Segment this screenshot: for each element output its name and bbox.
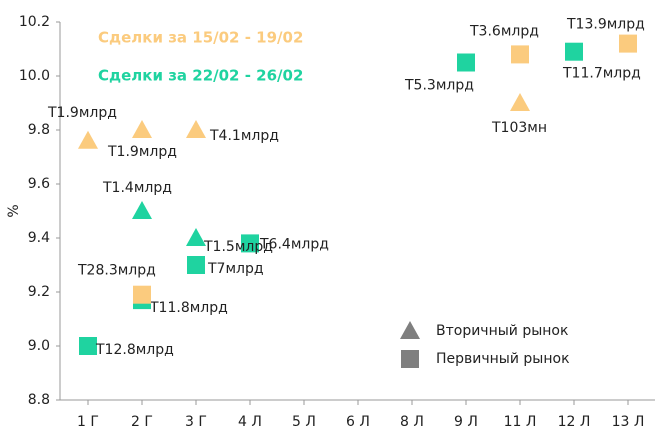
point-label: Т7млрд	[207, 261, 264, 277]
triangle-marker	[510, 93, 530, 111]
square-marker	[241, 234, 259, 253]
y-axis-label: %	[6, 204, 22, 217]
legend-marker	[400, 321, 420, 339]
y-tick-label: 9.2	[28, 284, 50, 300]
y-tick-label: 8.8	[28, 392, 50, 408]
y-tick-label: 9.4	[28, 230, 50, 246]
y-tick-label: 10.2	[19, 14, 50, 30]
x-tick-label: 9 Л	[454, 414, 478, 430]
point-label: Т1.4млрд	[102, 180, 172, 196]
point-label: Т103мн	[491, 120, 547, 136]
x-tick-label: 4 Л	[238, 414, 262, 430]
square-marker	[133, 285, 151, 304]
point-label: Т12.8млрд	[95, 342, 174, 358]
y-tick-label: 9.6	[28, 176, 50, 192]
triangle-marker	[186, 228, 206, 246]
point-label: Т1.9млрд	[47, 105, 117, 121]
point-label: Т28.3млрд	[77, 263, 156, 279]
legend-marker-label: Вторичный рынок	[436, 323, 568, 339]
triangle-marker	[132, 120, 152, 138]
legend-marker	[401, 350, 419, 368]
x-tick-label: 3 Г	[185, 414, 207, 430]
x-tick-label: 2 Г	[131, 414, 153, 430]
y-tick-label: 10.0	[19, 68, 50, 84]
x-tick-label: 5 Л	[292, 414, 316, 430]
triangle-marker	[132, 201, 152, 219]
triangle-marker	[186, 120, 206, 138]
x-tick-label: 11 Л	[504, 414, 537, 430]
triangle-marker	[78, 130, 98, 149]
point-label: Т5.3млрд	[404, 78, 474, 94]
square-marker	[187, 256, 205, 274]
x-tick-label: 12 Л	[558, 414, 591, 430]
point-label: Т3.6млрд	[469, 23, 539, 39]
x-tick-label: 6 Л	[346, 414, 370, 430]
square-marker	[565, 42, 583, 61]
y-tick-label: 9.0	[28, 338, 50, 354]
point-label: Т4.1млрд	[209, 128, 279, 144]
square-marker	[79, 337, 97, 355]
y-tick-label: 9.8	[28, 122, 50, 138]
point-label: Т6.4млрд	[259, 236, 329, 252]
square-marker	[619, 34, 637, 53]
square-marker	[511, 45, 529, 64]
point-label: Т1.5млрд	[203, 239, 273, 255]
legend-group: Сделки за 22/02 - 26/02	[98, 67, 303, 85]
square-marker	[457, 53, 475, 72]
x-tick-label: 13 Л	[612, 414, 645, 430]
legend-group: Сделки за 15/02 - 19/02	[98, 29, 303, 47]
point-label: Т13.9млрд	[566, 17, 645, 33]
x-tick-label: 8 Л	[400, 414, 424, 430]
x-tick-label: 1 Г	[77, 414, 99, 430]
legend-marker-label: Первичный рынок	[436, 351, 570, 367]
point-label: Т11.8млрд	[149, 300, 228, 316]
point-label: Т11.7млрд	[562, 66, 641, 82]
point-label: Т1.9млрд	[107, 144, 177, 160]
